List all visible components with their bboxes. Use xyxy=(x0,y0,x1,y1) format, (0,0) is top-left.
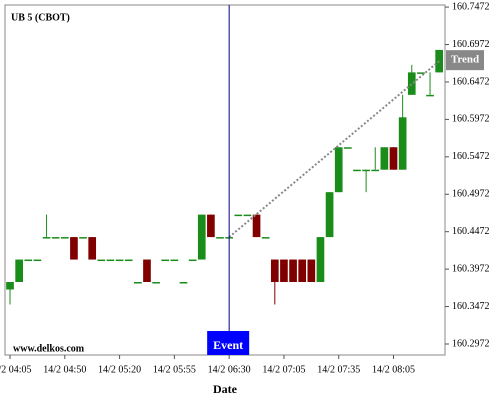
candle-body xyxy=(344,147,352,149)
candle-body xyxy=(270,259,279,283)
candle-body xyxy=(170,259,179,262)
candle-body xyxy=(307,259,316,283)
x-tick-label: 14/2 07:05 xyxy=(262,364,305,375)
candle-body xyxy=(362,169,370,172)
candle-body xyxy=(60,237,69,239)
y-tick-label: 160.5972 xyxy=(452,114,490,125)
y-tick-label: 160.6472 xyxy=(452,76,490,87)
candle-body xyxy=(152,282,160,284)
watermark: www.delkos.com xyxy=(13,343,85,354)
candle-body xyxy=(79,237,87,239)
candle-body xyxy=(97,259,106,262)
candle-body xyxy=(426,94,434,97)
y-tick-label: 160.3472 xyxy=(452,301,490,312)
y-tick-label: 160.6972 xyxy=(452,39,490,50)
candle-body xyxy=(179,282,188,284)
plot-area xyxy=(4,4,446,356)
x-tick-label: 14/2 05:20 xyxy=(98,364,141,375)
candle-body xyxy=(188,259,197,262)
chart-title: UB 5 (CBOT) xyxy=(11,12,70,23)
candle-body xyxy=(417,72,425,74)
candle-body xyxy=(243,214,252,217)
candle-body xyxy=(124,259,133,262)
trend-label: Trend xyxy=(451,54,479,66)
candle-body xyxy=(234,214,243,217)
trend-line xyxy=(228,60,440,238)
candle-body xyxy=(115,259,124,262)
candle-body xyxy=(42,237,51,239)
candle-body xyxy=(334,147,343,193)
candle-body xyxy=(289,259,297,283)
x-tick-label: 14/2 06:30 xyxy=(208,364,251,375)
candle-body xyxy=(398,117,407,170)
candle-body xyxy=(252,214,261,238)
candle-body xyxy=(24,259,33,262)
x-tick-label: 14/2 04:05 xyxy=(0,364,32,375)
candle-body xyxy=(134,282,142,284)
candle-body xyxy=(261,237,270,239)
candle-body xyxy=(6,282,14,290)
x-tick-label: 14/2 07:35 xyxy=(317,364,360,375)
candle-body xyxy=(143,259,151,283)
y-tick-label: 160.4972 xyxy=(452,189,490,200)
candle-body xyxy=(161,259,170,262)
y-tick-label: 160.3972 xyxy=(452,263,490,274)
candle-body xyxy=(380,147,389,170)
x-tick-label: 14/2 04:50 xyxy=(43,364,86,375)
x-tick-label: 14/2 05:55 xyxy=(153,364,196,375)
trend-label-box xyxy=(446,50,484,71)
candle-body xyxy=(216,237,224,239)
candle-body xyxy=(325,192,334,238)
candle-body xyxy=(51,237,60,239)
event-label-box xyxy=(207,331,250,355)
candle-body xyxy=(207,214,215,238)
candle-body xyxy=(298,259,307,283)
candle-body xyxy=(106,259,115,262)
candle-body xyxy=(389,147,398,170)
y-tick-label: 160.5472 xyxy=(452,151,490,162)
x-tick-label: 14/2 08:05 xyxy=(372,364,415,375)
candle-body xyxy=(15,259,23,283)
candle-body xyxy=(316,237,325,283)
candle-body xyxy=(280,259,288,283)
candle-body xyxy=(435,49,443,73)
y-tick-label: 160.2972 xyxy=(452,338,490,349)
candle-body xyxy=(70,237,78,260)
candle-body xyxy=(371,169,380,172)
candle-body xyxy=(197,214,206,260)
candle-body xyxy=(353,169,361,172)
y-tick-label: 160.7472 xyxy=(452,1,490,12)
x-axis-label: Date xyxy=(213,382,238,396)
event-label: Event xyxy=(213,338,243,352)
candle-body xyxy=(88,237,97,260)
candle-body xyxy=(33,259,42,262)
y-tick-label: 160.4472 xyxy=(452,226,490,237)
candle-body xyxy=(407,72,416,95)
